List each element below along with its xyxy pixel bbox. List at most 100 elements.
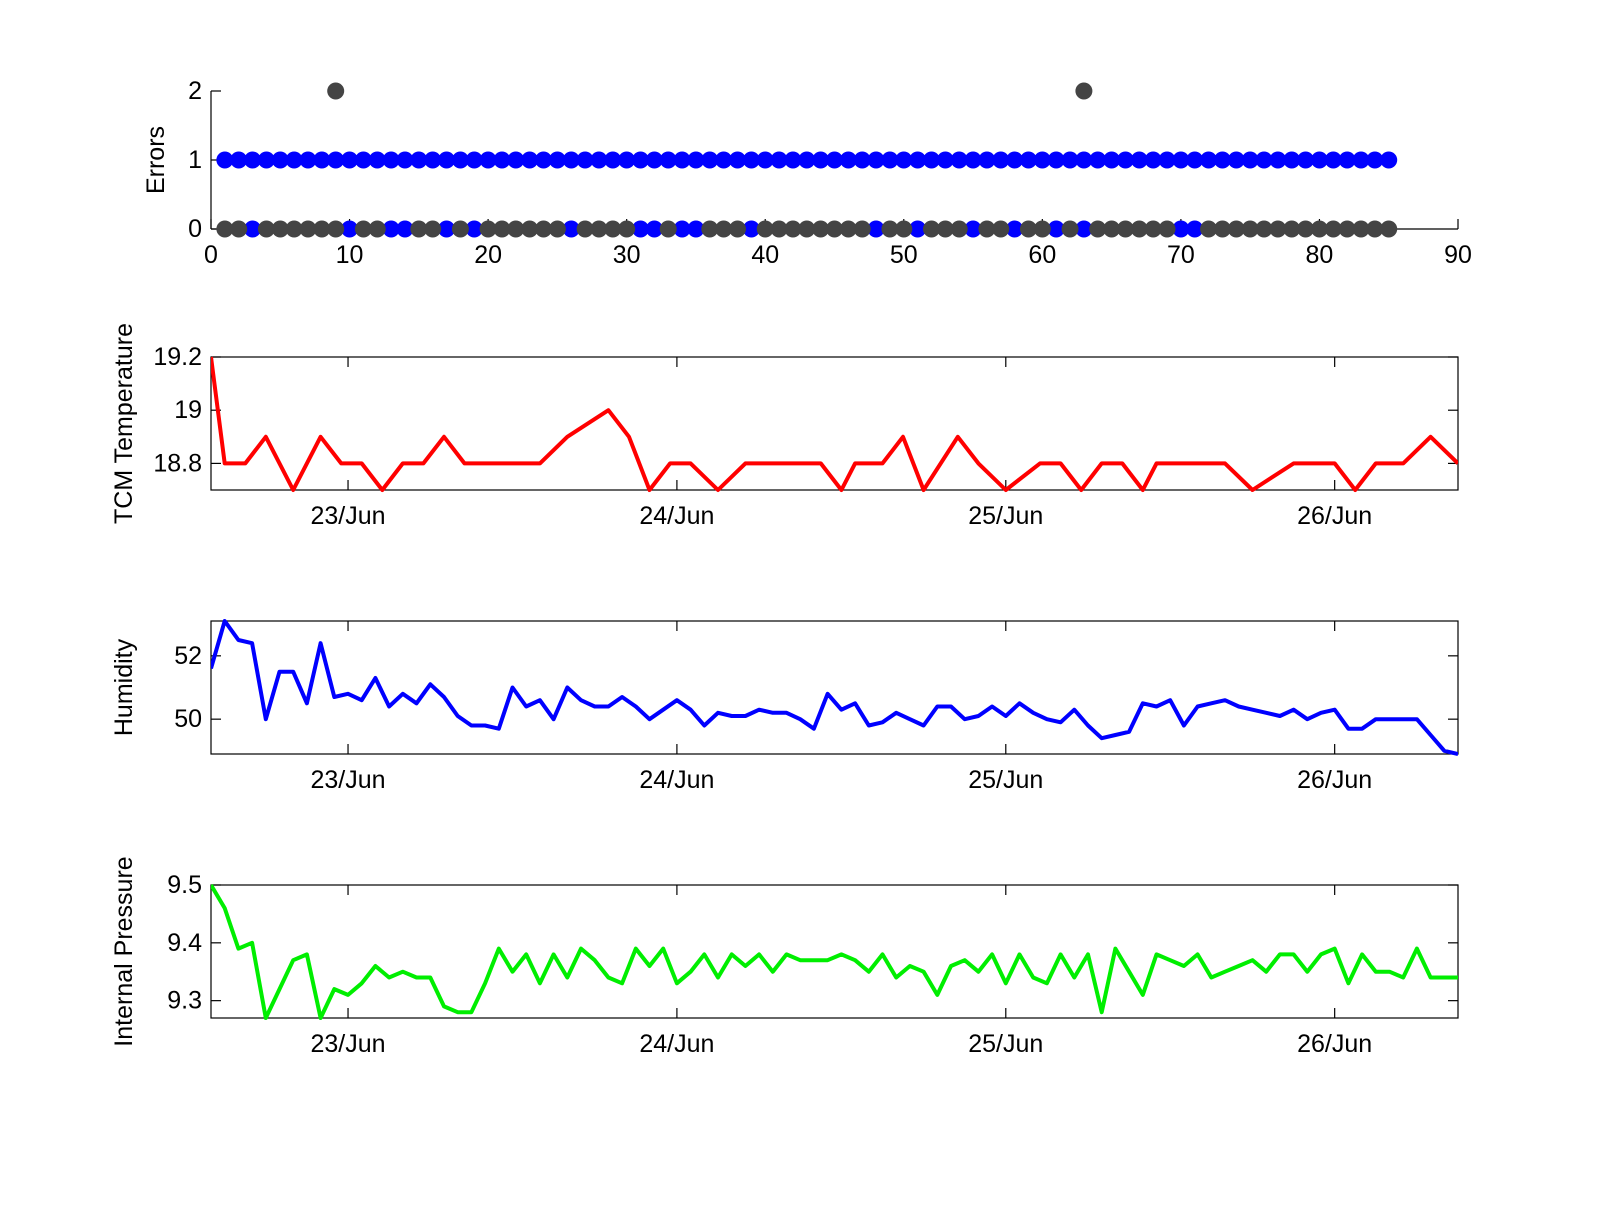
data-point [1158, 151, 1176, 169]
data-point [535, 220, 553, 238]
x-tick-label: 24/Jun [639, 766, 714, 794]
data-point [410, 151, 428, 169]
data-point [1144, 220, 1162, 238]
data-point [1116, 151, 1134, 169]
data-point [964, 151, 982, 169]
x-tick-label: 40 [751, 241, 779, 269]
data-point [465, 220, 483, 238]
x-tick-label: 26/Jun [1297, 766, 1372, 794]
data-point [244, 220, 262, 238]
data-point [341, 151, 359, 169]
data-point [950, 220, 968, 238]
x-tick-label: 20 [474, 241, 502, 269]
x-tick-label: 26/Jun [1297, 1030, 1372, 1058]
data-point [1186, 220, 1204, 238]
data-point [604, 151, 622, 169]
data-point [1283, 220, 1301, 238]
x-tick-label: 26/Jun [1297, 502, 1372, 530]
data-point [216, 151, 234, 169]
data-point [1366, 220, 1384, 238]
data-point [451, 151, 469, 169]
data-point [1255, 151, 1273, 169]
data-point [770, 151, 788, 169]
data-point [1310, 151, 1328, 169]
data-point [576, 220, 594, 238]
data-point [438, 220, 456, 238]
data-point [673, 151, 691, 169]
y-tick-label: 0 [188, 215, 202, 243]
data-point [701, 220, 719, 238]
y-tick-label: 18.8 [153, 449, 202, 477]
subplot-3: 50 52 23/Jun 24/Jun 25/Jun 26/Jun Humidity [110, 619, 1459, 794]
data-point [1075, 82, 1093, 100]
data-point [1186, 151, 1204, 169]
data-point [687, 151, 705, 169]
data-point [1213, 220, 1231, 238]
x-tick-label: 23/Jun [311, 502, 386, 530]
data-point [1172, 151, 1190, 169]
data-point [271, 151, 289, 169]
x-tick-label: 60 [1028, 241, 1056, 269]
data-point [1241, 220, 1259, 238]
data-point [1047, 151, 1065, 169]
data-point [756, 220, 774, 238]
data-point [576, 151, 594, 169]
data-point [618, 220, 636, 238]
data-point [632, 220, 650, 238]
data-point [1283, 151, 1301, 169]
data-point [936, 151, 954, 169]
data-point [812, 151, 830, 169]
data-point [992, 220, 1010, 238]
x-tick-label: 90 [1444, 241, 1472, 269]
data-point [590, 151, 608, 169]
x-tick-label: 10 [336, 241, 364, 269]
data-point [853, 151, 871, 169]
y-axis-label: TCM Temperature [110, 323, 138, 524]
data-point [1227, 220, 1245, 238]
data-point [798, 151, 816, 169]
data-point [1297, 151, 1315, 169]
data-point [729, 151, 747, 169]
data-point [1047, 220, 1065, 238]
y-axis-label: Errors [142, 126, 170, 194]
data-point [1352, 151, 1370, 169]
axes-frame [210, 884, 1459, 1019]
subplot-4: 9.3 9.4 9.5 23/Jun 24/Jun 25/Jun 26/Jun Interna… [110, 856, 1459, 1058]
data-point [368, 151, 386, 169]
data-point [1019, 151, 1037, 169]
data-point [341, 220, 359, 238]
y-tick-label: 9.5 [167, 871, 202, 899]
y-tick-label: 9.4 [167, 929, 202, 957]
data-point [1033, 151, 1051, 169]
data-point [867, 220, 885, 238]
data-point [645, 220, 663, 238]
data-point [715, 220, 733, 238]
data-point [1130, 151, 1148, 169]
data-point [909, 151, 927, 169]
x-tick-label: 25/Jun [968, 502, 1043, 530]
data-point [701, 151, 719, 169]
data-point [216, 220, 234, 238]
data-point [659, 151, 677, 169]
data-point [244, 151, 262, 169]
plot-area [211, 619, 1458, 756]
data-point [1103, 151, 1121, 169]
data-point [410, 220, 428, 238]
data-point [881, 151, 899, 169]
data-point [729, 220, 747, 238]
data-point [1310, 220, 1328, 238]
data-point [881, 220, 899, 238]
data-point [327, 82, 345, 100]
data-point [895, 151, 913, 169]
data-point [826, 151, 843, 169]
data-point [230, 220, 248, 238]
data-point [909, 220, 927, 238]
data-point [507, 220, 525, 238]
y-tick-label: 50 [174, 705, 202, 733]
y-tick-label: 2 [188, 77, 202, 105]
data-point [521, 151, 539, 169]
x-tick-label: 30 [613, 241, 641, 269]
data-point [839, 220, 857, 238]
